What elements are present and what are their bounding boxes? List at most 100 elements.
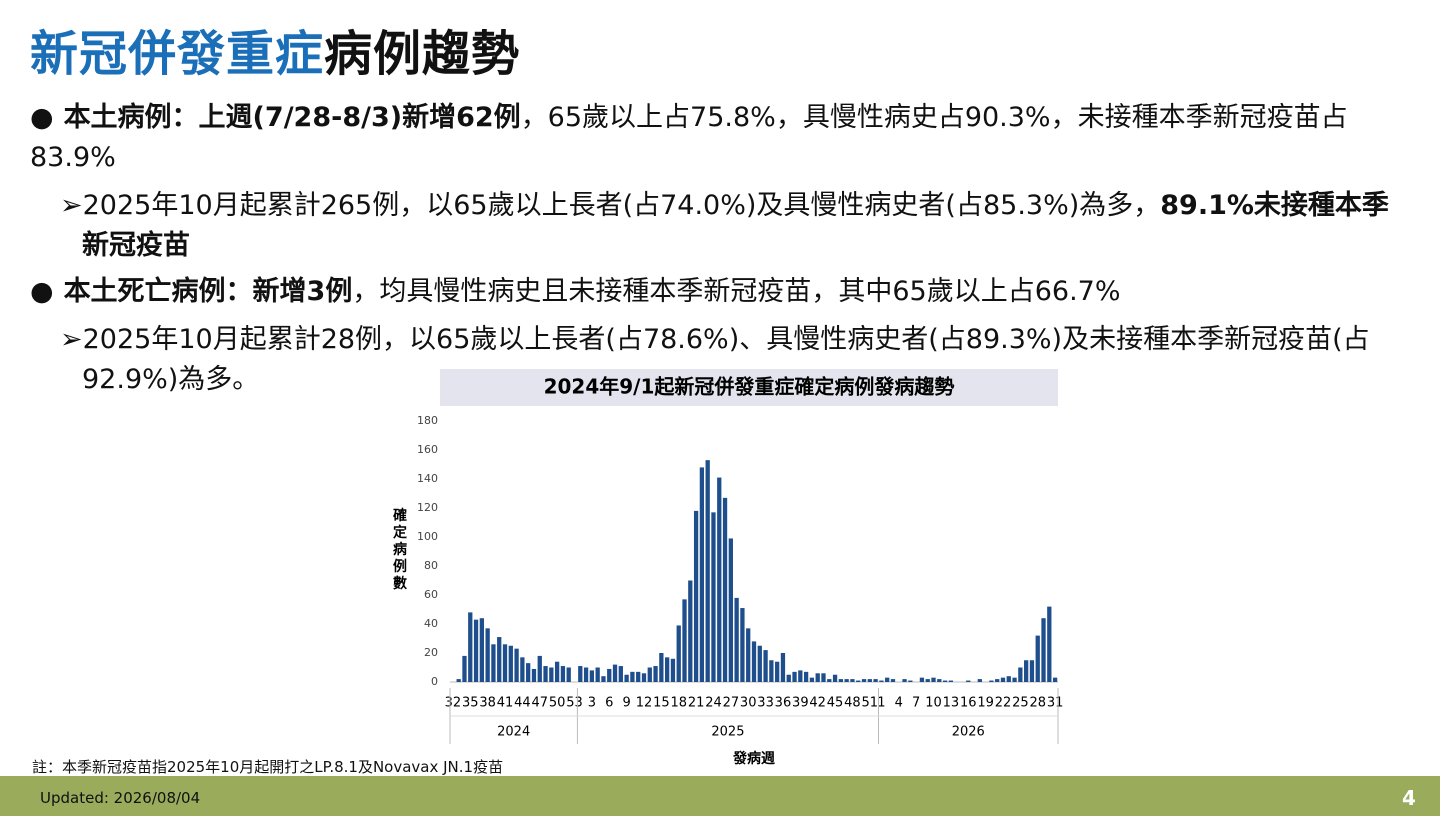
bar [838, 679, 843, 682]
bullet-text: ，均具慢性病史且未接種本季新冠疫苗，其中65歲以上占66.7% [352, 276, 1121, 307]
bar [925, 679, 930, 682]
bar [566, 667, 571, 682]
bar [520, 657, 525, 682]
x-tick-label: 33 [757, 696, 774, 711]
slide-title: 新冠併發重症病例趨勢 [30, 14, 520, 84]
bar [560, 666, 566, 682]
bar [670, 658, 676, 682]
bullet-text: ，65歲以上占75.8%，具慢性病史占90.3%，未接種本季新冠疫苗占83.9% [30, 102, 1348, 173]
bar [624, 674, 629, 682]
bar [780, 653, 786, 682]
bar [630, 671, 635, 682]
x-tick-label: 4 [895, 696, 903, 711]
x-tick-label: 6 [605, 696, 613, 711]
bar [537, 655, 542, 682]
y-tick-label: 20 [424, 646, 438, 659]
year-label: 2024 [497, 725, 530, 740]
x-tick-label: 53 [566, 696, 583, 711]
bar [966, 680, 971, 682]
year-label: 2025 [711, 725, 744, 740]
bar [763, 650, 768, 682]
bar [879, 680, 884, 682]
bar [722, 497, 728, 682]
x-tick-label: 32 [445, 696, 462, 711]
x-tick-label: 13 [943, 696, 960, 711]
bar [682, 599, 687, 682]
bar [589, 670, 595, 682]
x-tick-label: 39 [792, 696, 809, 711]
x-tick-label: 24 [705, 696, 722, 711]
bar [931, 677, 936, 682]
bar [775, 661, 780, 682]
bar [1047, 606, 1052, 682]
x-tick-label: 3 [588, 696, 596, 711]
x-tick-label: 7 [912, 696, 920, 711]
bar [821, 673, 826, 682]
bullet-bold: 本土死亡病例：新增3例 [63, 276, 353, 307]
bar [728, 538, 733, 682]
bar [526, 663, 531, 682]
bar [995, 679, 1000, 682]
bar [861, 679, 867, 682]
bar [757, 645, 762, 682]
bar [734, 597, 739, 682]
bar [948, 680, 954, 682]
bar [514, 648, 519, 682]
bar [699, 467, 705, 682]
bar [746, 628, 751, 682]
bar [873, 679, 878, 682]
x-tick-label: 42 [809, 696, 826, 711]
x-tick-label: 18 [670, 696, 687, 711]
bar [497, 637, 502, 682]
y-tick-label: 140 [417, 472, 438, 485]
bar [473, 619, 479, 682]
bar [1012, 677, 1017, 682]
bar [908, 680, 913, 682]
x-tick-label: 19 [977, 696, 994, 711]
bar [653, 666, 658, 682]
updated: Updated: 2026/08/04 [40, 789, 201, 807]
x-tick-label: 44 [514, 696, 531, 711]
y-tick-label: 120 [417, 501, 438, 514]
x-tick-label: 38 [479, 696, 496, 711]
bar [902, 679, 907, 682]
bar [456, 679, 461, 682]
bar [676, 625, 681, 682]
x-tick-label: 36 [775, 696, 792, 711]
title-part: 病例趨勢 [324, 26, 521, 82]
y-tick-label: 60 [424, 588, 438, 601]
bullet-bold: 本土病例：上週(7/28-8/3)新增62例 [63, 102, 521, 133]
bar [636, 671, 641, 682]
bar [693, 510, 699, 682]
bar [827, 679, 832, 682]
x-tick-label: 28 [1029, 696, 1046, 711]
bar [543, 666, 548, 682]
bar [850, 679, 855, 682]
bar [531, 668, 537, 682]
bar [815, 673, 820, 682]
bar [751, 641, 757, 682]
bar [1006, 676, 1011, 682]
bar [798, 670, 803, 682]
bar [867, 679, 872, 682]
x-tick-label: 41 [497, 696, 514, 711]
x-axis-label: 發病週 [732, 750, 775, 767]
bar [1024, 660, 1029, 682]
sub-bullet: ➢2025年10月起累計265例，以65歲以上長者(占74.0%)及具慢性病史者… [60, 190, 1389, 261]
y-tick-label: 100 [417, 530, 438, 543]
bar [942, 680, 948, 682]
bar [688, 580, 693, 682]
bar [711, 512, 716, 682]
bar [786, 674, 791, 682]
y-tick-label: 80 [424, 559, 438, 572]
x-tick-label: 45 [827, 696, 844, 711]
x-tick-label: 12 [636, 696, 653, 711]
x-tick-label: 9 [622, 696, 630, 711]
bullet: ● 本土病例：上週(7/28-8/3)新增62例，65歲以上占75.8%，具慢性病… [30, 98, 1400, 178]
bar [1041, 618, 1046, 682]
bar [1052, 677, 1058, 682]
chart-title: 2024年9/1起新冠併發重症確定病例發病趨勢 [544, 375, 955, 399]
x-tick-label: 27 [723, 696, 740, 711]
x-tick-label: 47 [531, 696, 548, 711]
